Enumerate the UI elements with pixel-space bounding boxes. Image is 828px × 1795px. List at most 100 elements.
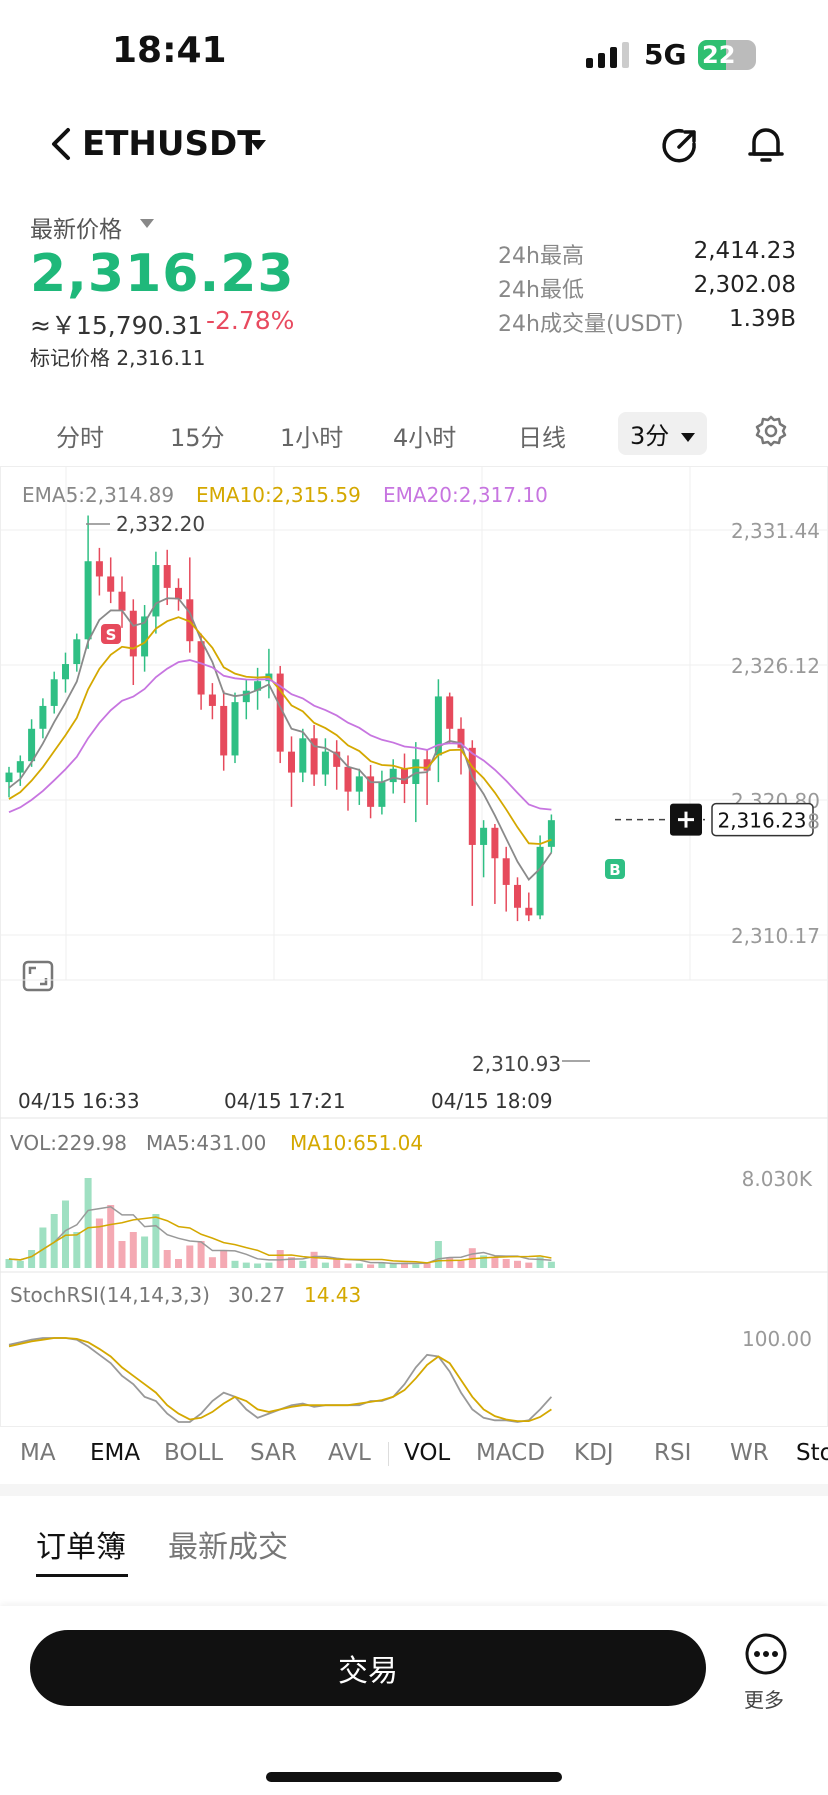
stat-label-high: 24h最高 (498, 244, 584, 269)
tab-orderbook[interactable]: 订单簿 (36, 1530, 126, 1565)
pair-selector[interactable]: ETHUSDT (82, 124, 261, 164)
candle-body (299, 738, 307, 773)
tab-1d[interactable]: 日线 (518, 424, 566, 452)
candle-body (480, 827, 488, 845)
indicator-kdj[interactable]: KDJ (574, 1440, 614, 1466)
stat-label-low: 24h最低 (498, 278, 584, 303)
indicator-boll[interactable]: BOLL (164, 1440, 224, 1466)
volume-ma-lines (8, 1206, 552, 1265)
indicator-sar[interactable]: SAR (250, 1440, 297, 1466)
candle-body (141, 616, 149, 657)
indicator-rsi[interactable]: RSI (654, 1440, 692, 1466)
candle-body (208, 694, 216, 706)
chevron-down-icon[interactable] (140, 219, 154, 228)
tab-3m[interactable]: 3分 (618, 412, 707, 455)
cny-price: ≈￥15,790.31 (30, 311, 204, 340)
volume-bar (208, 1257, 216, 1268)
candle-body (367, 776, 375, 807)
indicator-stochrsi[interactable]: Sto (796, 1440, 828, 1466)
volume-bar (423, 1262, 431, 1268)
back-icon[interactable] (48, 126, 76, 162)
volume-bar (514, 1260, 521, 1268)
tab-15m[interactable]: 15分 (170, 424, 225, 452)
volume-bar (220, 1250, 228, 1268)
ema20-line (8, 659, 552, 814)
tab-timeline[interactable]: 分时 (56, 424, 104, 452)
volume-bar (197, 1241, 205, 1268)
indicator-ma[interactable]: MA (20, 1440, 56, 1466)
volume-bar (344, 1263, 352, 1268)
candle-body (344, 766, 352, 792)
buy-marker (605, 859, 625, 879)
candle-body (254, 681, 262, 691)
tab-underline (36, 1574, 128, 1577)
candle-body (389, 768, 397, 783)
candle-body (231, 702, 239, 756)
indicator-divider (388, 1442, 389, 1466)
stochrsi-max-label: 100.00 (742, 1327, 812, 1351)
last-price-tag (711, 802, 814, 837)
trade-button[interactable]: 交易 (30, 1630, 706, 1706)
volume-bar (254, 1263, 262, 1268)
volume-bar (480, 1255, 488, 1268)
last-price-label[interactable]: 最新价格 (30, 217, 122, 243)
kline-chart[interactable]: EMA5:2,314.89 EMA10:2,315.59 EMA20:2,317… (0, 466, 828, 1466)
more-label[interactable]: 更多 (744, 1688, 784, 1712)
vol-ma10-legend: MA10:651.04 (290, 1131, 423, 1155)
candle-body (423, 759, 431, 771)
candle-body (446, 696, 454, 729)
chart-grid (0, 466, 828, 980)
candles (5, 515, 555, 922)
volume-bar (378, 1262, 386, 1268)
candle-body (434, 696, 442, 756)
chevron-down-icon[interactable] (250, 140, 266, 150)
tab-latest-trades[interactable]: 最新成交 (168, 1530, 288, 1565)
vol-max-label: 8.030K (742, 1167, 813, 1191)
candle-body (50, 679, 58, 706)
volume-bar (536, 1257, 544, 1268)
buy-marker-label: B (609, 861, 620, 879)
high-annotation: 2,332.20 (116, 512, 205, 536)
volume-bar (107, 1205, 115, 1268)
ema-lines (8, 597, 553, 881)
candle-body (5, 772, 13, 783)
bell-icon[interactable] (744, 122, 788, 166)
volume-bar (525, 1262, 533, 1268)
section-divider (0, 1484, 828, 1496)
last-price-tag-text: 2,316.23 (717, 809, 806, 833)
stochrsi-k: 30.27 (228, 1283, 285, 1307)
volume-bar (16, 1260, 24, 1268)
volume-bar (276, 1250, 284, 1268)
signal-icon (586, 42, 629, 68)
more-icon[interactable] (744, 1632, 788, 1676)
volume-bar (141, 1236, 149, 1268)
fullscreen-icon[interactable] (22, 960, 54, 992)
candle-body (547, 820, 555, 847)
gear-icon[interactable] (754, 414, 788, 448)
volume-bar (446, 1257, 454, 1268)
candle-body (186, 599, 194, 642)
tab-4h[interactable]: 4小时 (393, 424, 457, 452)
candle-body (378, 782, 386, 807)
share-icon[interactable] (658, 124, 702, 168)
stochrsi-d-line (8, 1337, 552, 1423)
y-tick-label: 2,331.44 (731, 519, 820, 543)
indicator-avl[interactable]: AVL (328, 1440, 371, 1466)
indicator-vol[interactable]: VOL (404, 1440, 451, 1466)
low-annotation: 2,310.93 (472, 1052, 561, 1076)
tab-1h[interactable]: 1小时 (280, 424, 344, 452)
stat-value-high: 2,414.23 (693, 238, 796, 264)
volume-bar (321, 1262, 329, 1268)
indicator-ema[interactable]: EMA (90, 1440, 141, 1466)
volume-bar (129, 1232, 137, 1268)
volume-bar (502, 1259, 510, 1268)
x-tick-label: 04/15 17:21 (224, 1089, 346, 1113)
indicator-macd[interactable]: MACD (476, 1440, 545, 1466)
indicator-wr[interactable]: WR (730, 1440, 769, 1466)
volume-bar (118, 1241, 126, 1268)
candle-body (107, 576, 115, 592)
volume-bar (333, 1259, 341, 1268)
vol-ma5-line (8, 1206, 552, 1265)
battery-level: 22 (702, 41, 736, 69)
volume-bar (95, 1218, 103, 1268)
